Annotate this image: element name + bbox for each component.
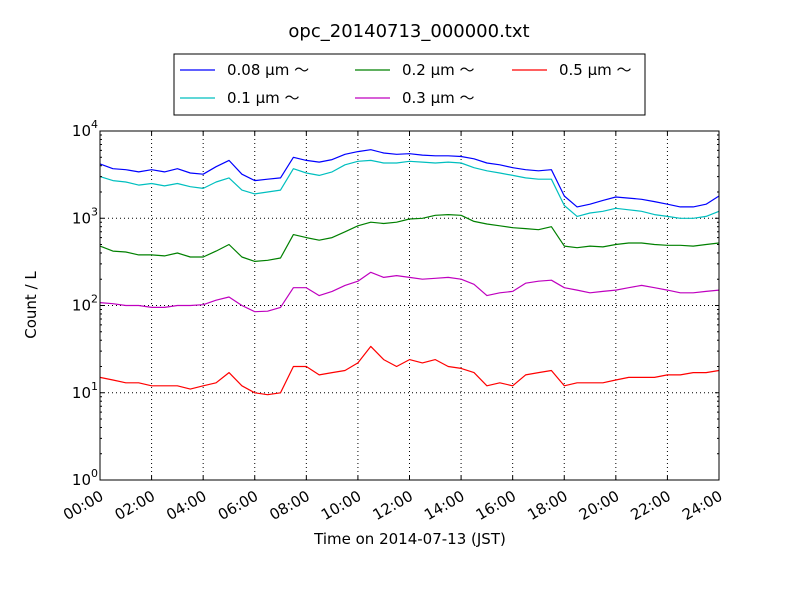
legend: 0.08 μm ～ 0.1 μm ～ 0.2 μm ～ 0.3 μm ～ 0.5 μm …	[173, 53, 646, 116]
y-tick-label: 102	[72, 293, 98, 315]
legend-label: 0.08 μm ～	[227, 61, 309, 79]
series-line-1	[99, 159, 720, 219]
series-line-4	[99, 345, 720, 396]
series-line-0	[99, 149, 720, 208]
chart-title: opc_20140713_000000.txt	[288, 21, 529, 42]
y-axis-label: Count / L	[22, 271, 40, 339]
legend-label: 0.2 μm ～	[402, 61, 475, 79]
legend-label: 0.3 μm ～	[402, 89, 475, 107]
y-tick-label: 100	[72, 467, 98, 489]
x-axis-label: Time on 2014-07-13 (JST)	[313, 530, 506, 548]
y-tick-label: 104	[72, 118, 98, 140]
y-tick-label: 103	[72, 205, 98, 227]
series-line-3	[99, 271, 720, 313]
legend-label: 0.5 μm ～	[559, 61, 632, 79]
series-layer	[99, 149, 720, 396]
y-tick-label: 101	[72, 380, 98, 402]
series-line-2	[99, 214, 720, 262]
legend-label: 0.1 μm ～	[227, 89, 300, 107]
